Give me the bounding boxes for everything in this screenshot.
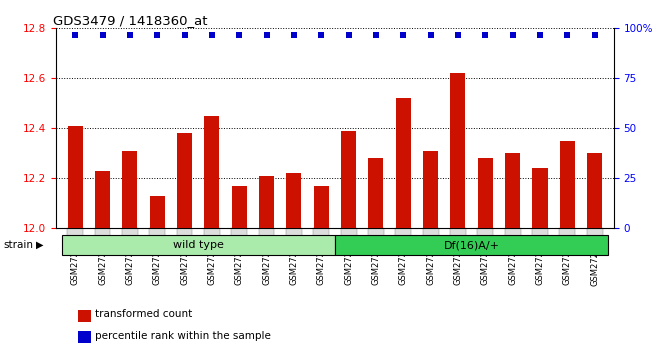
Bar — [67, 228, 83, 236]
Bar — [396, 98, 411, 228]
Bar — [79, 331, 90, 343]
Bar — [532, 228, 548, 236]
Bar — [286, 228, 302, 236]
Bar — [341, 131, 356, 228]
Bar — [177, 228, 193, 236]
Bar — [232, 228, 247, 236]
Bar — [232, 186, 247, 228]
Point — [343, 32, 354, 38]
Bar — [259, 228, 275, 236]
Bar — [79, 310, 90, 321]
Point — [125, 32, 135, 38]
Bar — [95, 171, 110, 228]
Point — [562, 32, 573, 38]
Text: transformed count: transformed count — [95, 309, 192, 319]
Bar — [478, 158, 493, 228]
Bar — [204, 228, 220, 236]
Point — [180, 32, 190, 38]
Bar — [205, 116, 219, 228]
Bar — [368, 158, 383, 228]
Bar — [150, 196, 165, 228]
Bar — [314, 186, 329, 228]
Text: percentile rank within the sample: percentile rank within the sample — [95, 331, 271, 341]
Bar — [505, 228, 521, 236]
Bar — [368, 228, 384, 236]
Point — [425, 32, 436, 38]
Bar — [122, 151, 137, 228]
Bar — [451, 73, 465, 228]
Point — [398, 32, 409, 38]
Point — [234, 32, 245, 38]
Point — [288, 32, 299, 38]
Bar — [505, 153, 520, 228]
Point — [589, 32, 600, 38]
Point — [152, 32, 162, 38]
Bar — [259, 176, 274, 228]
Bar — [341, 228, 356, 236]
Bar — [68, 126, 82, 228]
Bar — [149, 228, 165, 236]
Bar — [177, 133, 192, 228]
Bar — [477, 228, 493, 236]
Bar — [587, 153, 602, 228]
Point — [261, 32, 272, 38]
Bar — [314, 228, 329, 236]
Text: ▶: ▶ — [36, 240, 44, 250]
Text: GDS3479 / 1418360_at: GDS3479 / 1418360_at — [53, 14, 208, 27]
Bar — [423, 151, 438, 228]
Point — [70, 32, 81, 38]
Point — [97, 32, 108, 38]
Point — [508, 32, 518, 38]
Point — [371, 32, 381, 38]
Text: wild type: wild type — [173, 240, 224, 250]
Point — [453, 32, 463, 38]
Bar — [533, 168, 548, 228]
Point — [480, 32, 490, 38]
Bar — [423, 228, 438, 236]
Text: strain: strain — [3, 240, 33, 250]
Bar — [395, 228, 411, 236]
Bar — [587, 228, 603, 236]
Bar — [560, 141, 575, 228]
Bar — [335, 235, 609, 256]
Bar — [450, 228, 466, 236]
Bar — [94, 228, 110, 236]
Point — [207, 32, 217, 38]
Point — [316, 32, 327, 38]
Bar — [61, 235, 335, 256]
Text: Df(16)A/+: Df(16)A/+ — [444, 240, 500, 250]
Point — [535, 32, 545, 38]
Bar — [286, 173, 302, 228]
Bar — [122, 228, 138, 236]
Bar — [560, 228, 576, 236]
